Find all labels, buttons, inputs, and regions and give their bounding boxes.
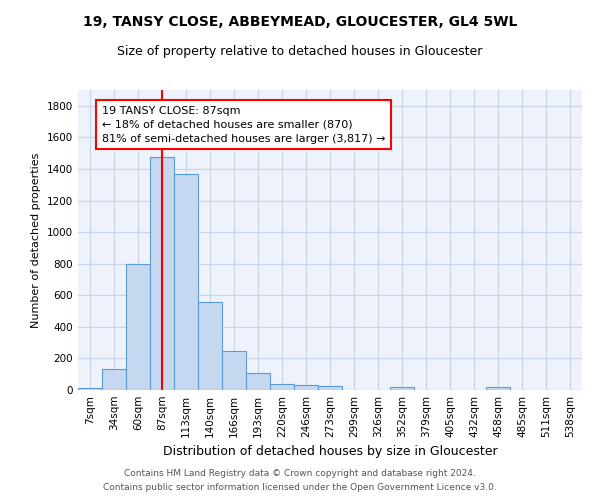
Text: Contains HM Land Registry data © Crown copyright and database right 2024.: Contains HM Land Registry data © Crown c… <box>124 468 476 477</box>
Bar <box>126 264 150 390</box>
Y-axis label: Number of detached properties: Number of detached properties <box>31 152 41 328</box>
Bar <box>390 387 414 390</box>
Bar <box>246 372 270 390</box>
Bar <box>150 157 174 390</box>
Bar <box>318 386 342 390</box>
Bar <box>78 388 102 390</box>
Bar <box>486 387 510 390</box>
Bar <box>102 370 126 390</box>
Bar <box>270 384 294 390</box>
Text: Contains public sector information licensed under the Open Government Licence v3: Contains public sector information licen… <box>103 484 497 492</box>
X-axis label: Distribution of detached houses by size in Gloucester: Distribution of detached houses by size … <box>163 446 497 458</box>
Text: Size of property relative to detached houses in Gloucester: Size of property relative to detached ho… <box>118 45 482 58</box>
Bar <box>174 174 198 390</box>
Bar <box>222 350 246 390</box>
Text: 19, TANSY CLOSE, ABBEYMEAD, GLOUCESTER, GL4 5WL: 19, TANSY CLOSE, ABBEYMEAD, GLOUCESTER, … <box>83 15 517 29</box>
Bar <box>198 302 222 390</box>
Text: 19 TANSY CLOSE: 87sqm
← 18% of detached houses are smaller (870)
81% of semi-det: 19 TANSY CLOSE: 87sqm ← 18% of detached … <box>102 106 386 144</box>
Bar <box>294 386 318 390</box>
